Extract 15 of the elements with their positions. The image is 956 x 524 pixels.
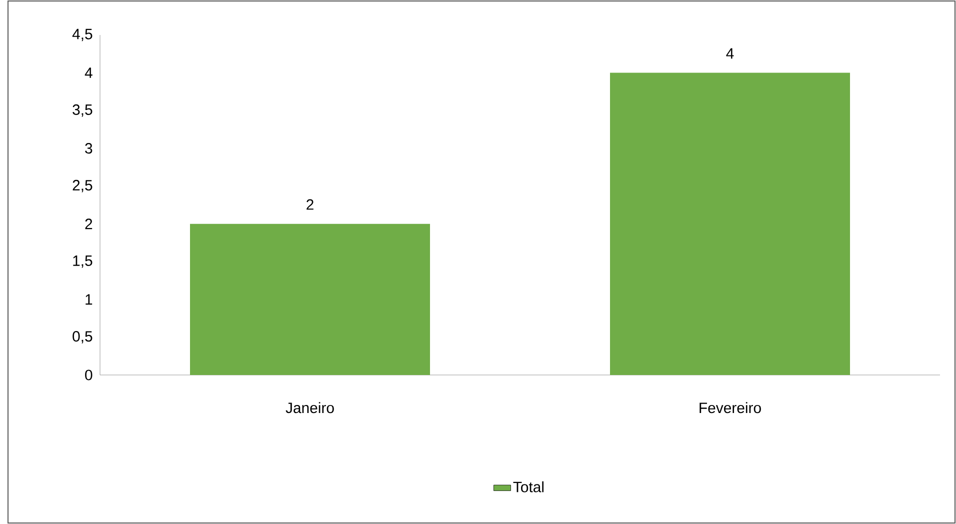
y-tick-label: 4 — [84, 68, 92, 78]
y-tick-label: 2,5 — [72, 180, 92, 192]
y-tick-label: 2 — [85, 218, 92, 230]
data-label: 4 — [726, 48, 734, 59]
y-tick-label: 1,5 — [73, 256, 92, 268]
y-tick-label: 0,5 — [72, 331, 92, 344]
data-label: 2 — [306, 199, 314, 210]
y-tick-label: 4,5 — [72, 28, 92, 42]
y-tick-label: 3,5 — [72, 104, 92, 117]
y-tick-label: 0 — [85, 370, 92, 380]
x-tick-label: Janeiro — [286, 402, 334, 414]
y-tick-label: 3 — [85, 143, 92, 154]
x-tick-label: Fevereiro — [700, 402, 761, 414]
legend-label: Total — [513, 481, 544, 492]
y-tick-label: 1 — [86, 294, 92, 305]
